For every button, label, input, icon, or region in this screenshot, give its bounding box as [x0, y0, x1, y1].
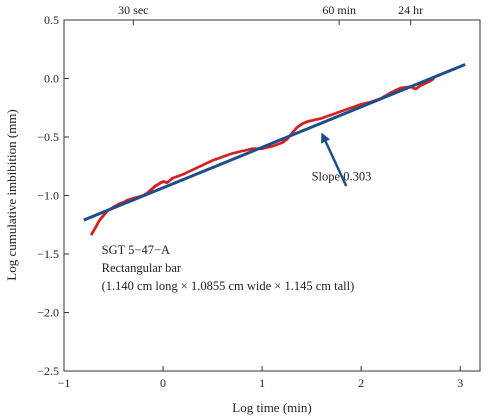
plot-frame	[63, 19, 481, 372]
y-axis: −2.5 −2.0 −1.5 −1.0 −0.5 0.0 0.5	[37, 13, 69, 378]
slope-arrow	[321, 132, 348, 187]
y-tick-label: −2.5	[37, 364, 59, 378]
y-axis-title: Log cumulative imbibition (mm)	[4, 109, 19, 281]
x-tick-label: −1	[58, 376, 71, 390]
y-tick-label: 0.5	[44, 13, 59, 27]
x-tick-label: 0	[160, 376, 166, 390]
y-tick-label: −2.0	[37, 306, 59, 320]
x-tick-label: 2	[358, 376, 364, 390]
top-tick-label: 24 hr	[398, 3, 423, 17]
y-tick-label: −0.5	[37, 130, 59, 144]
top-tick-label: 60 min	[322, 3, 356, 17]
slope-label: Slope 0.303	[312, 169, 372, 183]
top-tick-label: 30 sec	[118, 3, 148, 17]
sample-id-label: SGT 5−47−A	[102, 243, 170, 257]
y-tick-label: 0.0	[44, 72, 59, 86]
x-axis-title: Log time (min)	[232, 400, 311, 415]
x-tick-label: 3	[457, 376, 463, 390]
sample-shape-label: Rectangular bar	[102, 261, 182, 275]
y-tick-label: −1.5	[37, 247, 59, 261]
x-axis: −1 0 1 2 3	[58, 366, 463, 390]
y-tick-label: −1.0	[37, 189, 59, 203]
fit-line	[83, 63, 466, 222]
top-time-axis: 30 sec 60 min 24 hr	[118, 3, 423, 25]
imbibition-points	[90, 77, 435, 236]
x-tick-label: 1	[259, 376, 265, 390]
sample-dimensions-label: (1.140 cm long × 1.0855 cm wide × 1.145 …	[102, 279, 355, 293]
